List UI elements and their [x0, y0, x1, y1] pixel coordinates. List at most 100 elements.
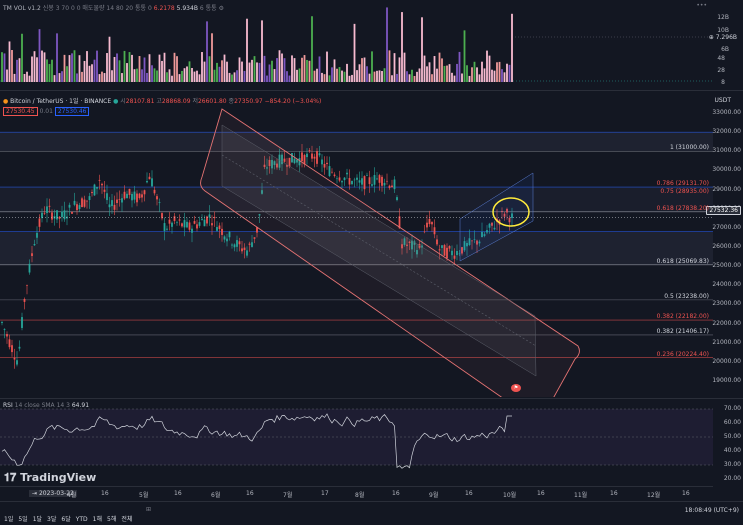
indicator-settings-icon[interactable]: ⚙ [218, 5, 224, 12]
candle-body [486, 230, 488, 233]
volume-bars [0, 7, 713, 83]
range-button[interactable]: YTD [75, 516, 88, 523]
volume-bar [478, 74, 481, 82]
volume-bar [41, 50, 43, 82]
candle-body [331, 171, 333, 173]
volume-bar [166, 72, 168, 82]
candle-body [208, 214, 211, 218]
candle-body [166, 228, 168, 230]
price-axis-tick: 20000.00 [712, 357, 741, 365]
plus-icon[interactable]: ⊕ [708, 34, 714, 41]
time-axis-label: 11월 [574, 492, 588, 499]
ask-price[interactable]: 27530.46 [54, 107, 90, 116]
volume-bar [33, 51, 36, 82]
volume-bar [353, 23, 356, 82]
volume-bar [378, 70, 381, 82]
candle-body [488, 223, 491, 228]
volume-bar [298, 68, 301, 82]
candle-body [403, 238, 406, 245]
rsi-title[interactable]: RSI [3, 402, 13, 409]
currency-select[interactable]: USDT [714, 97, 732, 104]
candle-body [328, 166, 331, 177]
price-chart-canvas[interactable] [0, 91, 713, 397]
volume-bar [501, 69, 503, 82]
vol-indicator-title[interactable]: TM VOL v1.2 [3, 5, 41, 12]
pane-divider[interactable] [0, 90, 743, 91]
bid-price[interactable]: 27530.45 [3, 107, 38, 116]
clock[interactable]: 18:08:49 (UTC+9) [684, 507, 739, 514]
volume-bar [191, 68, 193, 82]
rsi-axis-tick: 70.00 [723, 405, 741, 412]
candle-body [233, 244, 236, 248]
candle-body [501, 210, 503, 212]
time-axis[interactable]: ⇥ 2023-03-22 4월 16 5월 16 6월 16 7월 17 8월 16 9월 16 10월… [0, 486, 713, 501]
volume-bar [438, 52, 441, 82]
volume-bar [238, 57, 241, 82]
candle-body [181, 223, 183, 227]
candle-body [361, 178, 363, 185]
fib-band [0, 231, 713, 265]
volume-bar [116, 53, 118, 82]
range-button[interactable]: 전체 [121, 516, 133, 523]
volume-bar [483, 68, 486, 82]
volume-bar [361, 58, 363, 82]
pane-menu-icon[interactable]: ••• [696, 2, 707, 9]
candle-body [141, 194, 143, 198]
volume-bar [446, 65, 448, 82]
volume-bar [83, 60, 86, 82]
candle-body [481, 231, 483, 238]
volume-bar [448, 64, 451, 82]
range-button[interactable]: 5일 [18, 516, 28, 523]
time-axis-label: 16 [246, 490, 254, 497]
range-button[interactable]: 6달 [61, 516, 71, 523]
volume-bar [256, 62, 258, 82]
candle-body [451, 250, 453, 256]
rsi-axis[interactable]: 70.00 60.00 50.00 40.00 30.00 20.00 [713, 399, 743, 485]
candle-body [251, 242, 253, 247]
volume-bar [96, 50, 98, 82]
range-button[interactable]: 5해 [107, 516, 117, 523]
volume-bar [458, 51, 461, 82]
pane-divider[interactable] [0, 398, 743, 399]
fib-level-label: 1 (31000.00) [669, 144, 709, 152]
date-badge-value: 2023-03-22 [38, 490, 74, 497]
range-button[interactable]: 3달 [47, 516, 57, 523]
fib-level-label: 0.618 (25069.83) [656, 257, 709, 265]
volume-bar [236, 70, 238, 82]
price-axis[interactable]: 33000.00 32000.00 31000.00 30000.00 29000.00… [712, 91, 743, 397]
volume-bar [496, 62, 498, 82]
candle-body [358, 180, 361, 183]
range-button[interactable]: 1일 [4, 516, 14, 523]
vol-value-3: 6 [199, 5, 204, 12]
candle-body [201, 218, 203, 220]
range-button[interactable]: 1달 [32, 516, 43, 523]
fib-level-label: 0.75 (28935.00) [660, 188, 709, 196]
volume-bar [141, 69, 143, 82]
candle-body [368, 177, 371, 185]
highlight-ellipse [492, 197, 530, 227]
volume-bar [173, 52, 176, 82]
candle-body [418, 243, 421, 248]
volume-bar [13, 73, 16, 82]
candle-body [38, 218, 41, 227]
event-flag-icon[interactable]: ⚑ [511, 384, 521, 392]
volume-bar [296, 69, 298, 82]
volume-bar [416, 71, 418, 82]
candle-body [128, 188, 131, 195]
goto-date-icon[interactable]: ⊞ [146, 506, 152, 513]
volume-bar [73, 50, 76, 82]
volume-bar [68, 55, 71, 82]
volume-bar [356, 70, 358, 82]
symbol-title[interactable]: Bitcoin / TetherUS · 1일 · BINANCE [10, 98, 112, 105]
volume-bar [8, 41, 11, 82]
rsi-pane[interactable]: RSI 14 close SMA 14 3 64.91 70.00 60.00 50… [0, 399, 743, 485]
candle-body [256, 227, 258, 233]
candle-body [161, 213, 163, 219]
range-button[interactable]: 1해 [92, 516, 103, 523]
price-pane[interactable]: ● Bitcoin / TetherUS · 1일 · BINANCE ● 시2… [0, 91, 743, 397]
candle-body [223, 236, 226, 240]
volume-bar [181, 70, 183, 82]
candle-body [193, 221, 196, 224]
volume-bar [171, 75, 173, 82]
candle-body [26, 285, 28, 286]
